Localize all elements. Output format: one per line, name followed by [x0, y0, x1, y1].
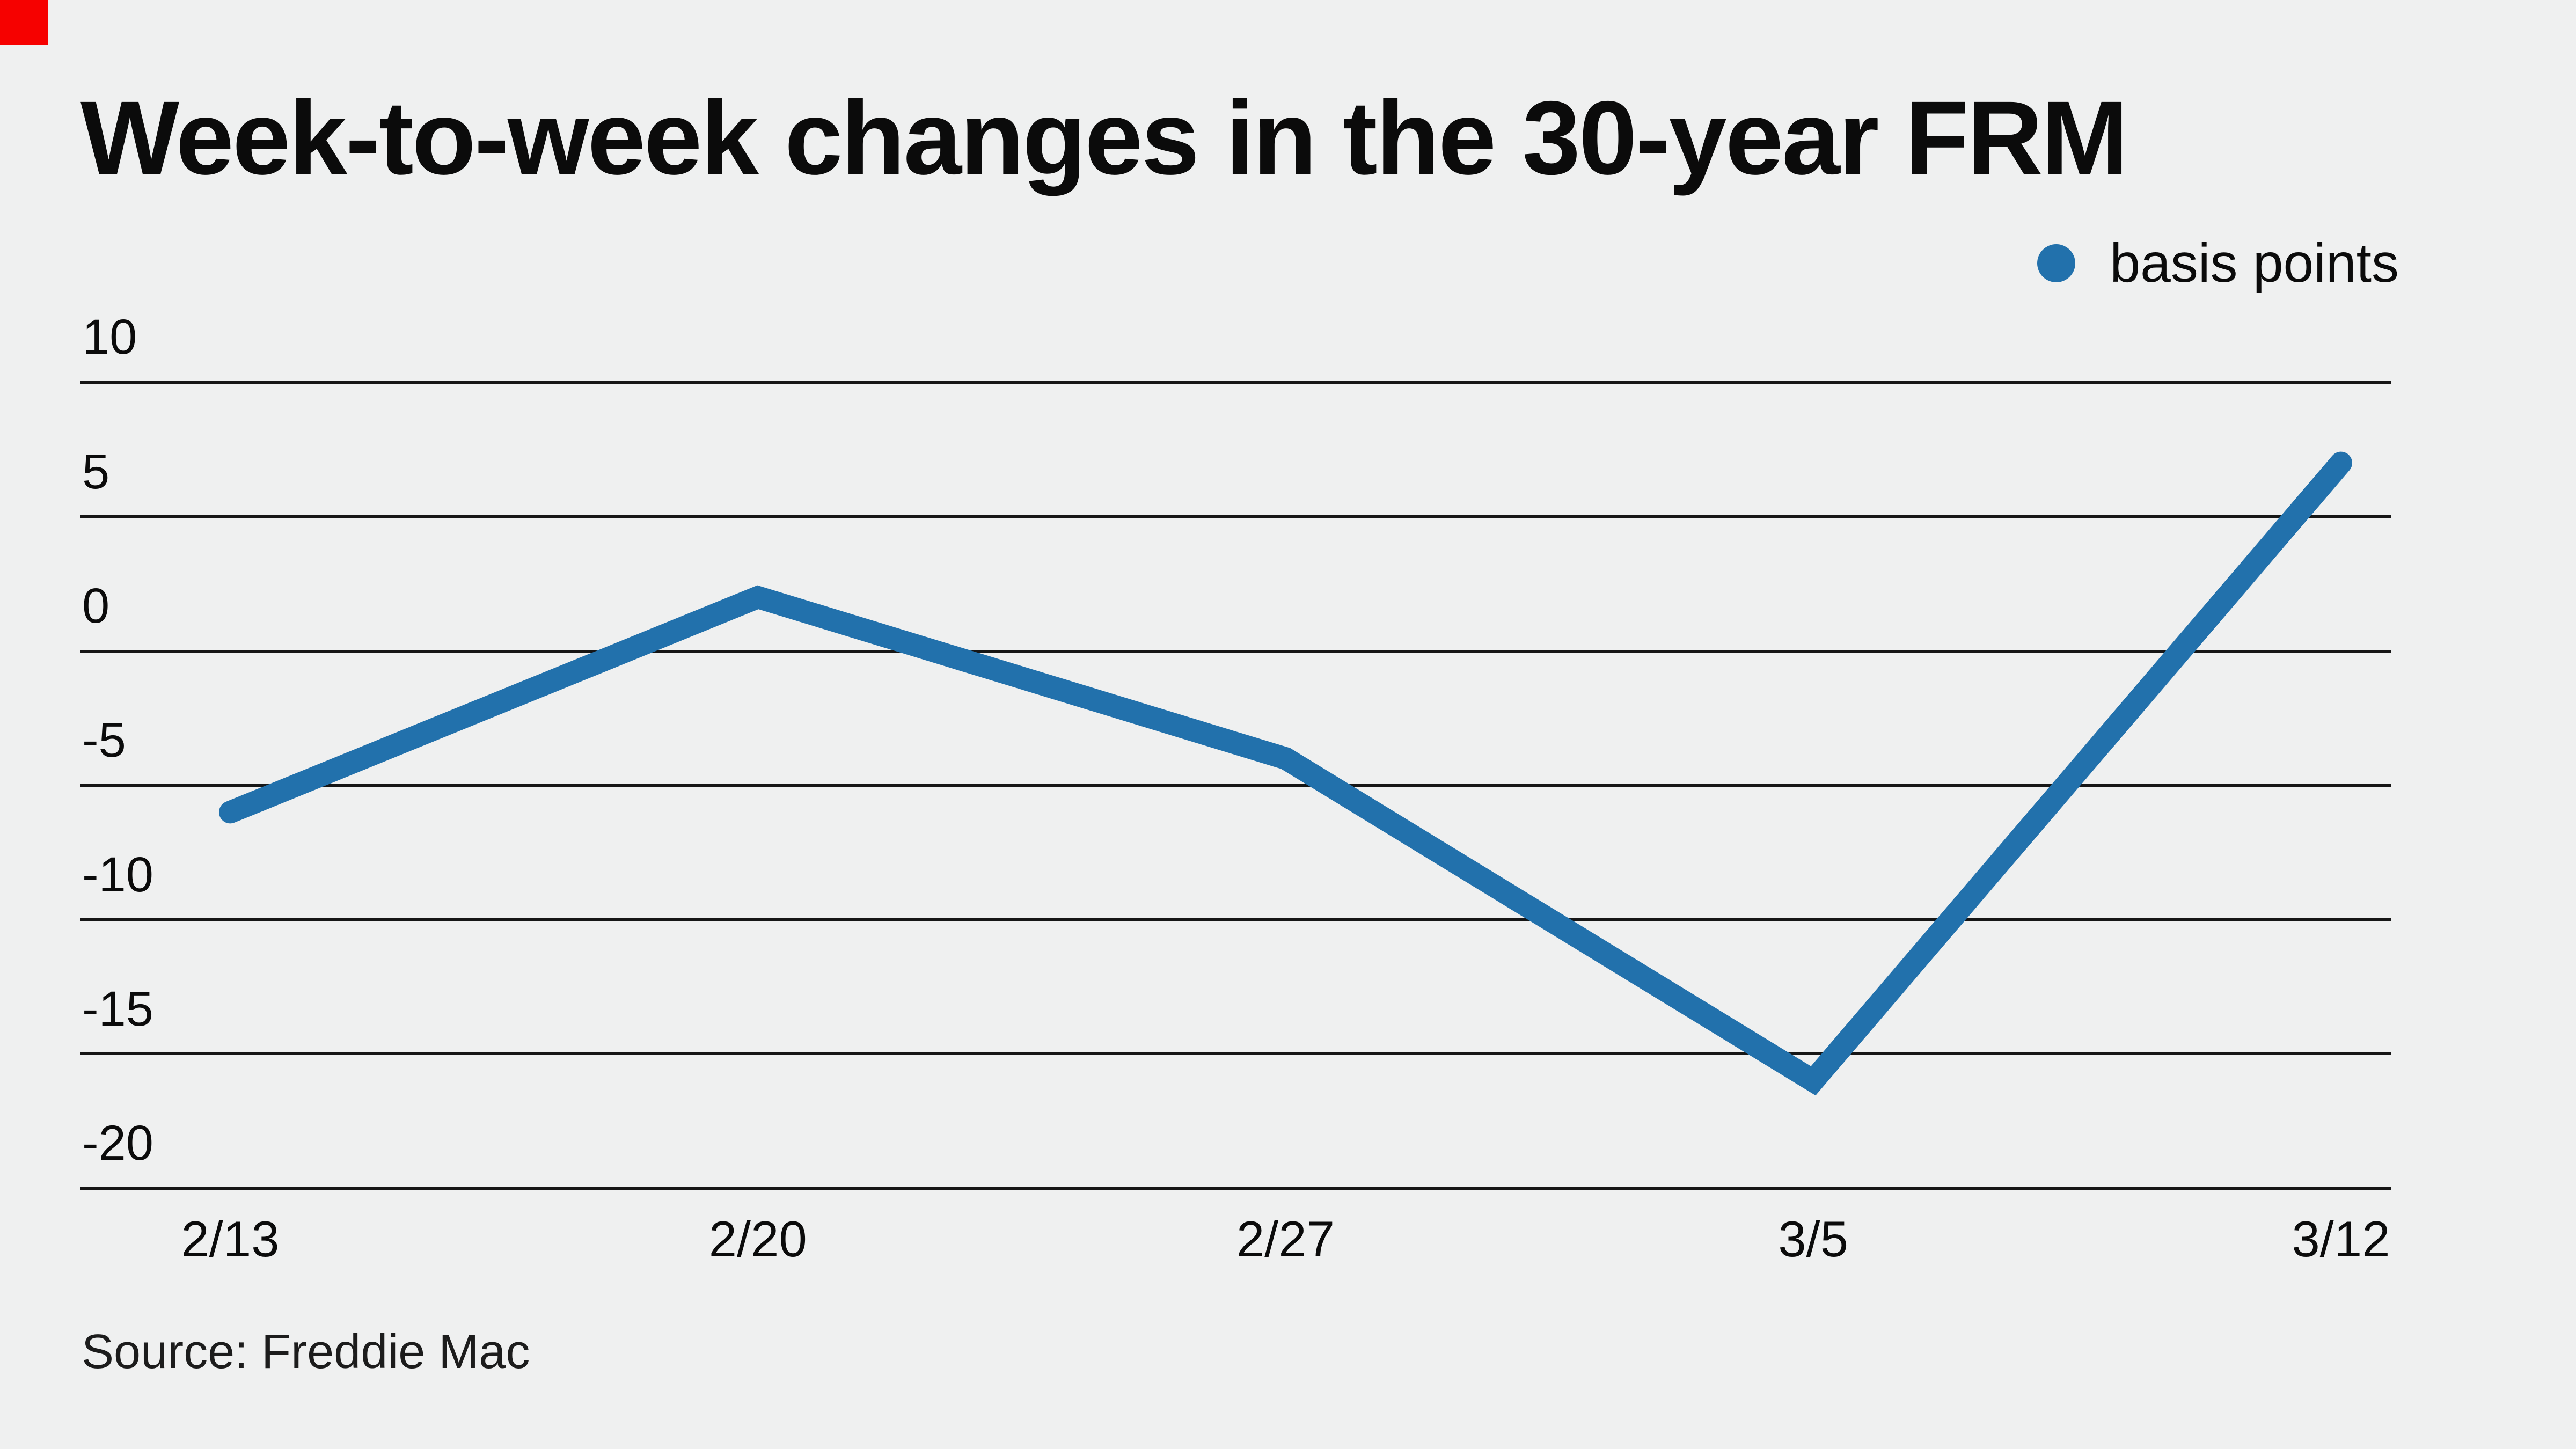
gridline-10 [80, 380, 2391, 384]
gridline-5 [80, 515, 2391, 518]
x-tick-label-3-5: 3/5 [1778, 1211, 1849, 1267]
red-corner-marker [0, 0, 48, 45]
legend: basis points [2037, 225, 2399, 301]
gridline--10 [80, 918, 2391, 921]
x-tick-label-2-27: 2/27 [1236, 1211, 1335, 1267]
y-tick-label--15: -15 [82, 981, 153, 1036]
chart-title: Week-to-week changes in the 30-year FRM [80, 79, 2128, 196]
y-tick-label-10: 10 [82, 310, 137, 365]
gridline--15 [80, 1052, 2391, 1056]
y-tick-label--10: -10 [82, 847, 153, 902]
y-tick-label-0: 0 [82, 579, 110, 633]
y-tick-label-5: 5 [82, 444, 110, 499]
data-line [219, 451, 2352, 1096]
gridline--5 [80, 784, 2391, 787]
y-tick-label--20: -20 [82, 1116, 153, 1171]
gridline--20 [80, 1187, 2391, 1190]
source-note: Source: Freddie Mac [82, 1325, 530, 1379]
x-tick-label-2-20: 2/20 [708, 1211, 807, 1267]
legend-dot-icon [2037, 244, 2076, 282]
y-tick-label--5: -5 [82, 713, 126, 768]
gridline-0 [80, 649, 2391, 653]
x-tick-label-2-13: 2/13 [181, 1211, 280, 1267]
x-tick-label-3-12: 3/12 [2292, 1211, 2390, 1267]
legend-label: basis points [2110, 232, 2399, 294]
